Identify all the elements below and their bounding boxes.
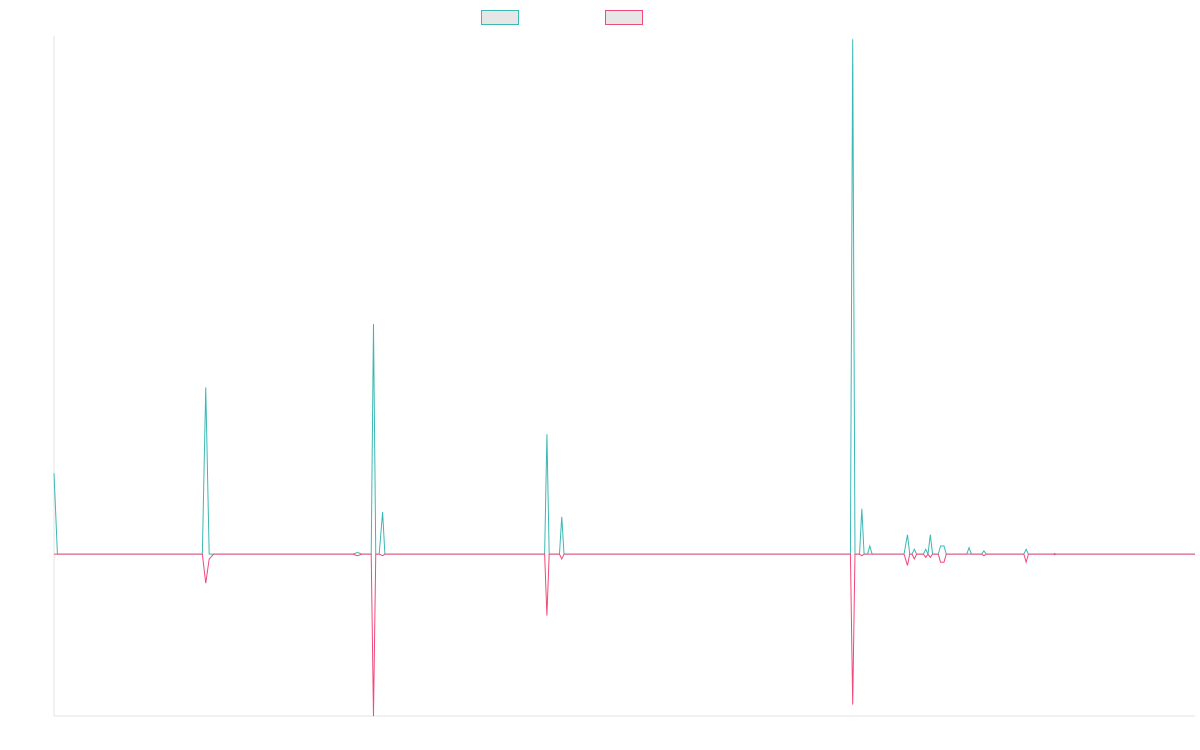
series-line-negative bbox=[54, 553, 1195, 717]
legend-swatch-positive[interactable] bbox=[481, 10, 519, 25]
series-line-positive bbox=[53, 39, 1195, 556]
series-positive bbox=[53, 39, 1195, 556]
series-negative bbox=[54, 553, 1195, 717]
legend-swatch-negative[interactable] bbox=[605, 10, 643, 25]
series-layer bbox=[53, 39, 1195, 717]
